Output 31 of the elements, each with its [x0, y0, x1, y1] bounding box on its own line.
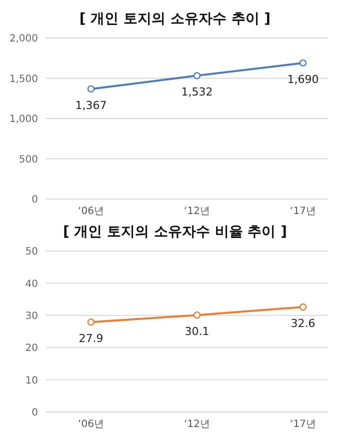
- x-tick-label: ‘06년: [78, 419, 104, 430]
- y-tick-label: 2,000: [9, 34, 38, 45]
- point: [193, 72, 201, 80]
- y-tick-label: 30: [25, 310, 38, 322]
- point: [87, 85, 95, 93]
- point: [193, 311, 201, 319]
- point: [299, 59, 307, 67]
- point: [87, 318, 95, 326]
- x-tick-label: ‘06년: [78, 206, 104, 218]
- y-tick-label: 0: [32, 408, 38, 419]
- y-tick-label: 50: [25, 246, 38, 258]
- y-tick-label: 1,500: [9, 74, 38, 85]
- y-tick-label: 10: [25, 375, 38, 386]
- data-label: 1,690: [287, 72, 319, 86]
- data-label: 1,367: [75, 98, 107, 112]
- point: [299, 303, 307, 311]
- data-label: 30.1: [184, 325, 210, 338]
- y-tick-label: 1,000: [9, 114, 38, 126]
- y-tick-label: 500: [18, 154, 38, 166]
- x-tick-label: ‘17년: [290, 206, 316, 218]
- chart-title: [ 개인 토지의 소유자수 추이 ]: [78, 10, 272, 29]
- y-tick-label: 40: [25, 278, 38, 290]
- data-label: 32.6: [290, 317, 316, 330]
- y-tick-label: 0: [32, 194, 38, 206]
- x-tick-label: ‘12년: [184, 206, 210, 218]
- data-label: 1,532: [181, 86, 213, 99]
- y-tick-label: 20: [25, 343, 38, 354]
- x-tick-label: ‘12년: [184, 419, 210, 430]
- data-label: 27.9: [78, 332, 104, 346]
- x-tick-label: ‘17년: [290, 419, 316, 430]
- chart-title: [ 개인 토지의 소유자수 비율 추이 ]: [62, 223, 288, 242]
